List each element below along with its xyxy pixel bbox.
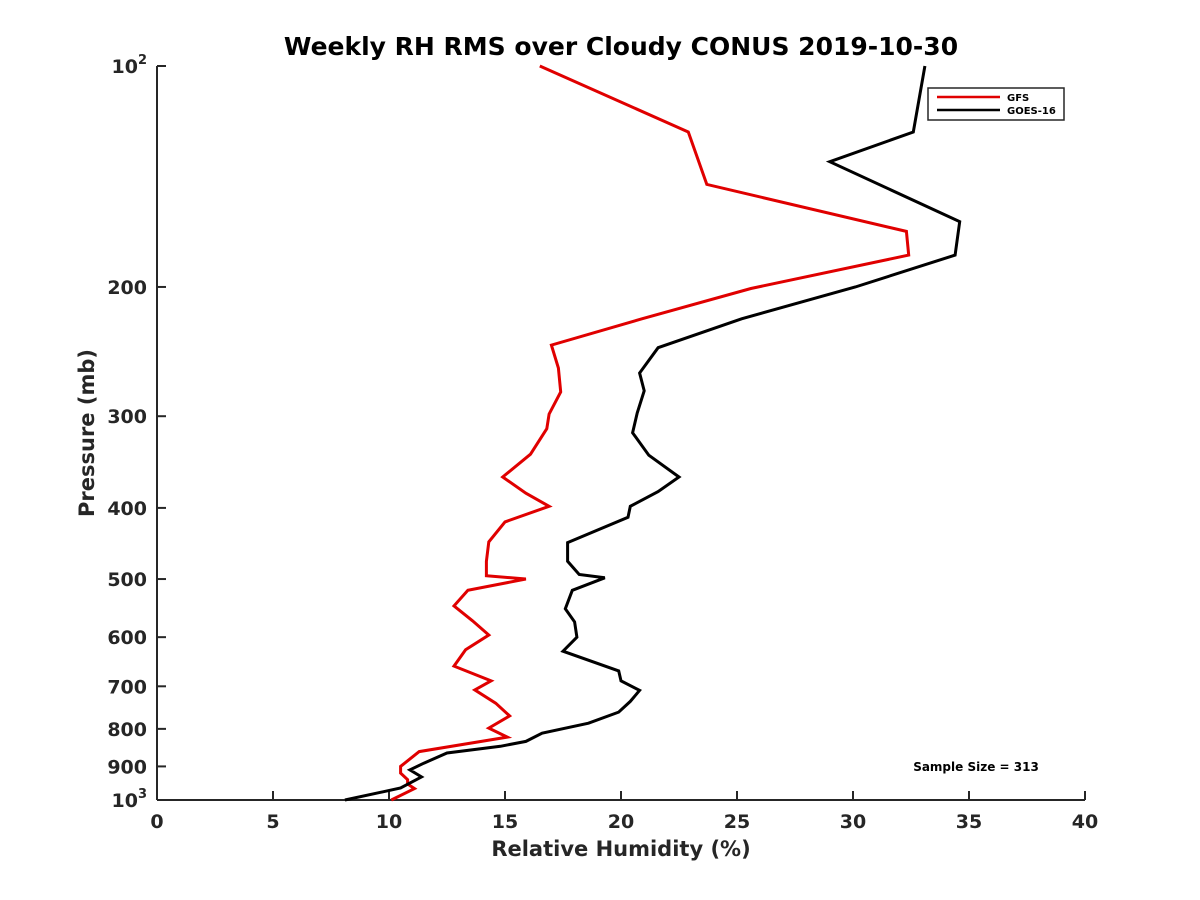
y-tick-label: 400	[107, 498, 147, 520]
x-tick-label: 0	[150, 811, 163, 833]
y-tick-base: 10	[112, 56, 138, 78]
y-tick-label: 500	[107, 569, 147, 591]
y-tick-label: 600	[107, 627, 147, 649]
x-tick-label: 10	[376, 811, 402, 833]
y-tick-base: 700	[107, 676, 147, 698]
x-tick-label: 20	[608, 811, 634, 833]
x-axis-ticks: 0 5 10 15 20 25 30 35 40	[150, 791, 1098, 833]
y-tick-base: 10	[112, 790, 138, 812]
y-tick-base: 400	[107, 498, 147, 520]
y-tick-label: 700	[107, 676, 147, 698]
y-tick-base: 300	[107, 406, 147, 428]
y-tick-base: 900	[107, 756, 147, 778]
series-line-gfs	[390, 64, 911, 802]
y-tick-label: 300	[107, 406, 147, 428]
series-lines	[344, 64, 962, 802]
x-tick-label: 5	[266, 811, 279, 833]
series-line-goes16	[344, 65, 962, 802]
x-tick-label: 30	[840, 811, 866, 833]
legend-box	[927, 87, 1065, 121]
x-tick-label: 35	[956, 811, 982, 833]
x-tick-label: 25	[724, 811, 750, 833]
chart-title: Weekly RH RMS over Cloudy CONUS 2019-10-…	[284, 32, 958, 61]
y-tick-base: 600	[107, 627, 147, 649]
y-tick-base: 800	[107, 719, 147, 741]
y-tick-label: 102	[112, 53, 148, 78]
legend-label-gfs: GFS	[1007, 93, 1029, 104]
y-axis-label: Pressure (mb)	[75, 349, 99, 517]
x-tick-label: 15	[492, 811, 518, 833]
y-tick-label: 900	[107, 756, 147, 778]
y-tick-label: 800	[107, 719, 147, 741]
legend-label-goes16: GOES-16	[1007, 106, 1056, 117]
y-tick-label: 103	[112, 787, 148, 812]
y-tick-exponent: 2	[138, 53, 147, 68]
y-tick-label: 200	[107, 277, 147, 299]
x-axis-label: Relative Humidity (%)	[491, 837, 750, 861]
legend: GFS GOES-16	[927, 87, 1065, 121]
y-tick-base: 200	[107, 277, 147, 299]
x-tick-label: 40	[1072, 811, 1098, 833]
y-tick-base: 500	[107, 569, 147, 591]
sample-size-annotation: Sample Size = 313	[913, 760, 1039, 774]
y-tick-exponent: 3	[138, 787, 147, 802]
